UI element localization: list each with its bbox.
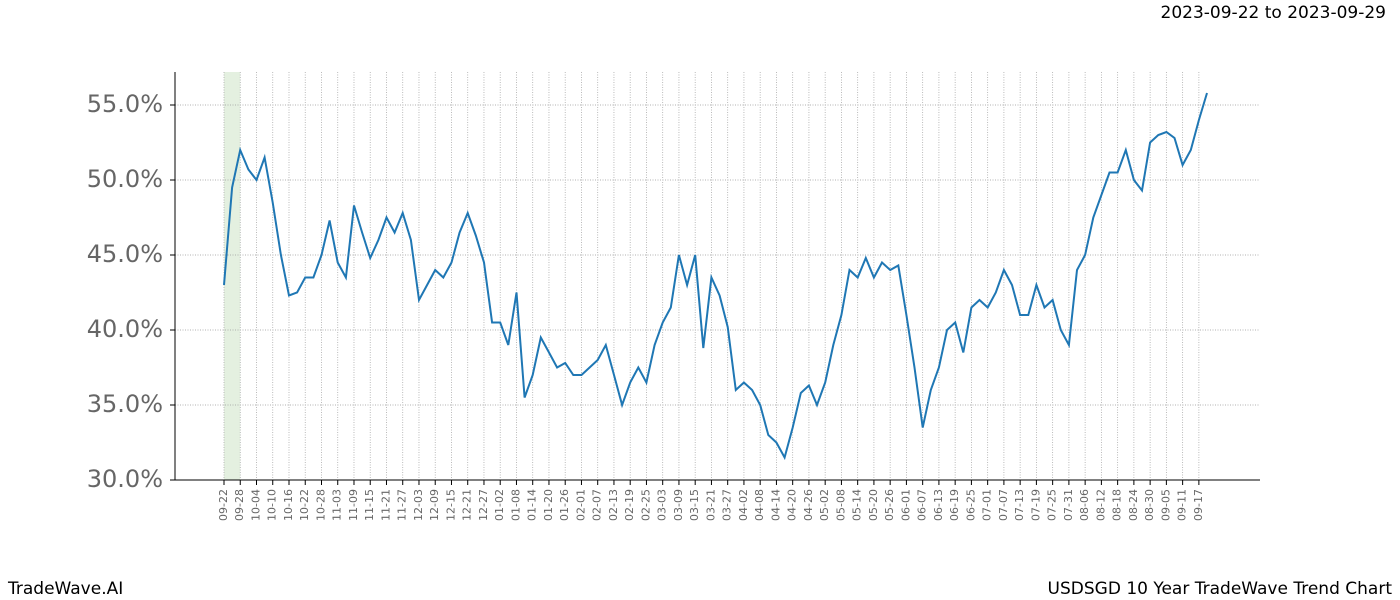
x-tick-label: 09-11	[1176, 489, 1189, 521]
x-tick-label: 08-18	[1111, 489, 1124, 521]
x-tick-label: 08-24	[1127, 489, 1140, 521]
x-tick-label: 10-16	[282, 489, 295, 521]
x-tick-label: 07-31	[1062, 489, 1075, 521]
x-tick-label: 01-14	[526, 489, 539, 521]
x-tick-label: 04-26	[802, 489, 815, 521]
x-tick-label: 12-03	[412, 489, 425, 521]
x-tick-label: 12-09	[428, 489, 441, 521]
x-tick-label: 02-19	[623, 489, 636, 521]
x-tick-label: 05-26	[883, 489, 896, 521]
x-tick-label: 12-21	[461, 489, 474, 521]
x-tick-label: 02-01	[574, 489, 587, 521]
x-tick-label: 05-14	[851, 489, 864, 521]
x-tick-label: 12-15	[444, 489, 457, 521]
x-tick-label: 09-22	[217, 489, 230, 521]
x-tick-label: 03-09	[672, 489, 685, 521]
y-tick-label: 45.0%	[87, 240, 163, 268]
x-tick-label: 03-27	[721, 489, 734, 521]
x-tick-label: 06-25	[964, 489, 977, 521]
x-tick-label: 04-14	[769, 489, 782, 521]
x-tick-label: 03-21	[704, 489, 717, 521]
x-tick-label: 06-13	[932, 489, 945, 521]
caption: USDSGD 10 Year TradeWave Trend Chart	[1048, 579, 1393, 599]
x-tick-label: 03-15	[688, 489, 701, 521]
x-tick-label: 02-25	[639, 489, 652, 521]
x-tick-label: 11-03	[331, 489, 344, 521]
x-tick-label: 01-02	[493, 489, 506, 521]
x-tick-label: 10-04	[249, 489, 262, 521]
x-tick-label: 06-19	[948, 489, 961, 521]
x-tick-label: 09-28	[233, 489, 246, 521]
brand: TradeWave.AI	[7, 579, 123, 599]
x-tick-label: 01-26	[558, 489, 571, 521]
x-tick-label: 09-05	[1159, 489, 1172, 521]
x-tick-label: 01-08	[509, 489, 522, 521]
highlight-band	[224, 72, 241, 480]
y-tick-label: 30.0%	[87, 465, 163, 493]
x-tick-label: 08-30	[1143, 489, 1156, 521]
x-tick-label: 11-09	[347, 489, 360, 521]
x-tick-label: 04-20	[786, 489, 799, 521]
x-tick-label: 07-25	[1046, 489, 1059, 521]
x-tick-label: 01-20	[542, 489, 555, 521]
x-tick-label: 03-03	[656, 489, 669, 521]
x-tick-label: 07-07	[997, 489, 1010, 521]
trend-line	[223, 92, 1208, 461]
x-tick-label: 06-01	[899, 489, 912, 521]
x-tick-label: 04-02	[737, 489, 750, 521]
x-tick-label: 05-20	[867, 489, 880, 521]
x-tick-label: 08-12	[1094, 489, 1107, 521]
x-tick-label: 11-21	[379, 489, 392, 521]
x-tick-label: 09-17	[1192, 489, 1205, 521]
x-tick-label: 02-13	[607, 489, 620, 521]
x-tick-label: 02-07	[591, 489, 604, 521]
x-tick-label: 06-07	[916, 489, 929, 521]
x-tick-label: 08-06	[1078, 489, 1091, 521]
x-tick-label: 10-28	[314, 489, 327, 521]
x-tick-label: 10-10	[266, 489, 279, 521]
x-tick-label: 05-08	[834, 489, 847, 521]
y-tick-label: 35.0%	[87, 390, 163, 418]
x-tick-label: 04-08	[753, 489, 766, 521]
x-tick-label: 10-22	[298, 489, 311, 521]
x-tick-label: 11-27	[396, 489, 409, 521]
x-tick-label: 07-01	[981, 489, 994, 521]
y-tick-label: 50.0%	[87, 165, 163, 193]
x-tick-label: 05-02	[818, 489, 831, 521]
x-tick-label: 07-19	[1029, 489, 1042, 521]
x-tick-label: 11-15	[363, 489, 376, 521]
y-tick-label: 55.0%	[87, 90, 163, 118]
x-tick-label: 12-27	[477, 489, 490, 521]
x-tick-label: 07-13	[1013, 489, 1026, 521]
y-tick-label: 40.0%	[87, 315, 163, 343]
chart-title: 2023-09-22 to 2023-09-29	[1161, 3, 1386, 23]
